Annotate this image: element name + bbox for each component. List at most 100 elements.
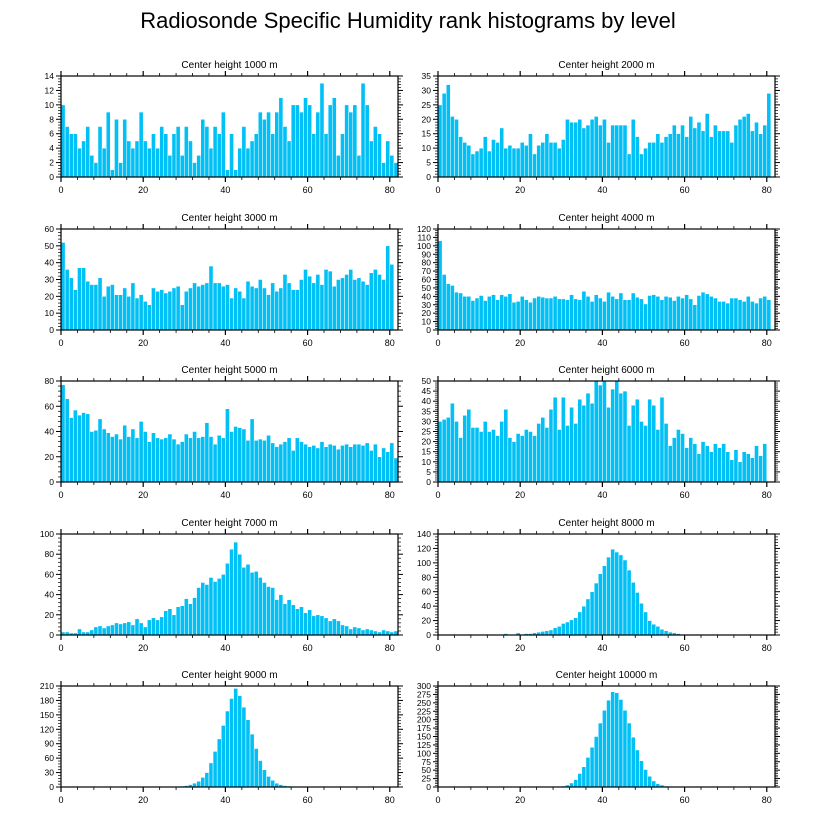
histogram-bar	[536, 423, 541, 483]
histogram-bar	[445, 84, 451, 178]
x-tick-label: 60	[680, 643, 690, 653]
histogram-bar	[618, 554, 624, 636]
histogram-bar	[196, 155, 201, 178]
y-tick-label: 20	[422, 437, 432, 447]
histogram-bar	[622, 709, 628, 788]
histogram-bar	[340, 445, 345, 483]
x-tick-label: 0	[435, 643, 440, 653]
x-tick-label: 20	[515, 795, 525, 805]
histogram-bar	[73, 133, 78, 178]
y-tick-label: 5	[426, 158, 431, 168]
histogram-bar	[659, 142, 665, 178]
histogram-bar	[503, 296, 509, 331]
histogram-bar	[323, 617, 329, 636]
histogram-bar	[241, 706, 247, 788]
histogram-bar	[216, 578, 222, 636]
histogram-bar	[356, 155, 362, 178]
histogram-bar	[503, 409, 509, 483]
histogram-bar	[585, 392, 591, 483]
histogram-bar	[729, 459, 735, 483]
histogram-bar	[630, 119, 636, 178]
histogram-bar	[385, 140, 391, 178]
x-tick-label: 0	[58, 795, 63, 805]
histogram-bar	[729, 142, 735, 178]
histogram-bar	[704, 445, 710, 483]
histogram-bar	[105, 432, 111, 483]
histogram-bar	[93, 626, 99, 636]
x-tick-label: 80	[762, 795, 772, 805]
y-tick-label: 120	[417, 224, 431, 234]
histogram-bar	[688, 116, 694, 178]
x-tick-label: 40	[597, 490, 607, 500]
histogram-bar	[466, 296, 472, 331]
histogram-bar	[676, 133, 681, 178]
histogram-bar	[458, 437, 463, 483]
y-tick-label: 125	[417, 740, 431, 750]
histogram-bar	[626, 722, 632, 788]
histogram-bar	[229, 548, 234, 636]
histogram-bar	[348, 269, 354, 331]
histogram-bar	[196, 587, 201, 636]
histogram-bar	[635, 398, 640, 483]
histogram-bar	[77, 267, 82, 331]
y-tick-label: 50	[422, 376, 432, 386]
histogram-bar	[352, 443, 358, 483]
x-tick-label: 0	[58, 185, 63, 195]
histogram-bar	[548, 629, 554, 636]
panel-7: Center height 7000 m 0 20 40 60 80 0 20 40 60 80 10…	[40, 518, 403, 653]
histogram-bar	[126, 140, 132, 178]
histogram-bar	[142, 301, 148, 331]
histogram-bar	[495, 142, 500, 178]
histogram-bar	[643, 303, 648, 331]
histogram-bar	[97, 625, 103, 636]
histogram-bar	[676, 429, 681, 483]
histogram-bar	[577, 398, 583, 483]
histogram-bar	[569, 782, 574, 788]
histogram-bar	[725, 302, 731, 331]
panel-title: Center height 2000 m	[558, 60, 654, 71]
histogram-bar	[216, 435, 222, 483]
histogram-bar	[688, 298, 694, 331]
histogram-bar	[299, 606, 304, 636]
histogram-bar	[307, 609, 312, 636]
x-tick-label: 20	[138, 795, 148, 805]
panel-title: Center height 6000 m	[558, 365, 654, 376]
y-tick-label: 25	[422, 774, 432, 784]
histogram-bar	[344, 443, 349, 483]
x-tick-label: 40	[220, 795, 230, 805]
histogram-bar	[610, 124, 615, 178]
y-tick-label: 30	[422, 416, 432, 426]
y-tick-label: 50	[45, 241, 55, 251]
histogram-bar	[589, 119, 595, 178]
histogram-bar	[528, 301, 533, 331]
histogram-bar	[393, 630, 399, 636]
histogram-bar	[319, 441, 325, 483]
histogram-bar	[147, 619, 152, 636]
histogram-bar	[614, 298, 620, 331]
histogram-bar	[147, 304, 152, 331]
panel-title: Center height 5000 m	[181, 365, 277, 376]
panel-1: Center height 1000 m 0 20 40 60 80 0 2 4 6 8 10 12 14	[45, 60, 403, 195]
histogram-bar	[721, 443, 726, 483]
histogram-bar	[344, 274, 349, 331]
histogram-bar	[258, 111, 263, 178]
histogram-bar	[377, 133, 382, 178]
histogram-bar	[122, 119, 128, 178]
histogram-bar	[647, 295, 652, 331]
histogram-bar	[713, 124, 718, 178]
histogram-bar	[667, 445, 673, 483]
histogram-bar	[700, 291, 706, 331]
histogram-bar	[528, 431, 533, 483]
histogram-bar	[667, 296, 673, 331]
histogram-bar	[667, 133, 673, 178]
histogram-bar	[278, 443, 284, 483]
histogram-bar	[118, 294, 123, 331]
histogram-bar	[470, 300, 476, 331]
histogram-bar	[241, 567, 247, 636]
histogram-bar	[655, 429, 661, 483]
histogram-bar	[188, 437, 193, 483]
y-tick-label: 50	[422, 283, 432, 293]
histogram-bar	[229, 133, 234, 178]
y-tick-label: 140	[417, 529, 431, 539]
histogram-bar	[450, 116, 455, 178]
